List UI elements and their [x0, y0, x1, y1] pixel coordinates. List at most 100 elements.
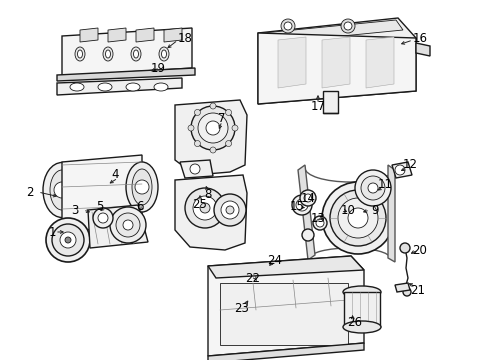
Polygon shape: [88, 205, 148, 248]
Ellipse shape: [50, 170, 74, 210]
Bar: [323, 91, 337, 113]
Polygon shape: [108, 28, 126, 42]
Circle shape: [209, 147, 216, 153]
Ellipse shape: [103, 47, 113, 61]
Text: 4: 4: [111, 168, 119, 181]
Polygon shape: [321, 37, 349, 88]
Polygon shape: [57, 78, 182, 95]
Text: 22: 22: [245, 271, 260, 284]
Circle shape: [198, 113, 227, 143]
Circle shape: [284, 22, 291, 30]
Ellipse shape: [132, 169, 152, 205]
Polygon shape: [391, 162, 411, 178]
Circle shape: [225, 109, 231, 116]
Circle shape: [110, 207, 146, 243]
Circle shape: [281, 19, 294, 33]
Ellipse shape: [342, 321, 380, 333]
Bar: [220, 283, 347, 345]
Polygon shape: [394, 283, 409, 292]
Text: 23: 23: [234, 302, 249, 315]
Circle shape: [302, 229, 313, 241]
Ellipse shape: [77, 50, 82, 58]
Text: 7: 7: [218, 112, 225, 125]
Polygon shape: [387, 165, 394, 262]
Circle shape: [205, 121, 220, 135]
Circle shape: [187, 125, 194, 131]
Circle shape: [60, 232, 76, 248]
Polygon shape: [62, 28, 192, 76]
Text: 26: 26: [347, 316, 362, 329]
Polygon shape: [207, 256, 363, 356]
Ellipse shape: [126, 162, 158, 212]
Text: 6: 6: [136, 201, 143, 213]
Ellipse shape: [105, 50, 110, 58]
Text: 15: 15: [289, 201, 304, 213]
Circle shape: [337, 198, 377, 238]
Circle shape: [193, 196, 217, 220]
Circle shape: [399, 243, 409, 253]
Bar: [343, 292, 379, 327]
Ellipse shape: [98, 83, 112, 91]
Text: 8: 8: [204, 189, 211, 202]
Circle shape: [367, 183, 377, 193]
Polygon shape: [207, 343, 363, 360]
Ellipse shape: [154, 83, 168, 91]
Circle shape: [299, 190, 315, 206]
Ellipse shape: [342, 286, 380, 298]
Polygon shape: [297, 165, 314, 260]
Text: 16: 16: [412, 31, 427, 45]
Polygon shape: [258, 18, 415, 104]
Text: 18: 18: [177, 31, 192, 45]
Text: 12: 12: [402, 158, 417, 171]
Circle shape: [394, 165, 404, 175]
Ellipse shape: [126, 83, 140, 91]
Text: 11: 11: [377, 179, 392, 192]
Circle shape: [52, 224, 84, 256]
Circle shape: [225, 140, 231, 147]
Circle shape: [221, 201, 239, 219]
Text: 10: 10: [340, 203, 355, 216]
Circle shape: [194, 109, 200, 116]
Polygon shape: [261, 20, 402, 44]
Ellipse shape: [75, 47, 85, 61]
Polygon shape: [415, 43, 429, 56]
Circle shape: [291, 195, 311, 215]
Text: 25: 25: [192, 198, 207, 211]
Text: 20: 20: [412, 243, 427, 256]
Circle shape: [54, 182, 70, 198]
Ellipse shape: [133, 50, 138, 58]
Text: 21: 21: [409, 284, 425, 297]
Circle shape: [360, 176, 384, 200]
Polygon shape: [163, 28, 182, 42]
Polygon shape: [207, 256, 363, 278]
Polygon shape: [136, 28, 154, 42]
Circle shape: [304, 194, 311, 202]
Circle shape: [321, 182, 393, 254]
Circle shape: [194, 140, 200, 147]
Circle shape: [200, 203, 209, 213]
Circle shape: [225, 206, 234, 214]
Polygon shape: [258, 33, 415, 104]
Circle shape: [231, 125, 238, 131]
Circle shape: [116, 213, 140, 237]
Ellipse shape: [159, 47, 169, 61]
Circle shape: [191, 106, 235, 150]
Polygon shape: [70, 227, 114, 243]
Polygon shape: [57, 68, 195, 81]
Polygon shape: [365, 37, 393, 88]
Circle shape: [329, 190, 385, 246]
Circle shape: [46, 218, 90, 262]
Polygon shape: [62, 155, 142, 232]
Ellipse shape: [70, 83, 84, 91]
Circle shape: [190, 164, 200, 174]
Circle shape: [135, 180, 149, 194]
Text: 1: 1: [48, 225, 56, 238]
Text: 9: 9: [370, 203, 378, 216]
Circle shape: [214, 194, 245, 226]
Text: 19: 19: [150, 62, 165, 75]
Polygon shape: [278, 37, 305, 88]
Circle shape: [347, 208, 367, 228]
Ellipse shape: [161, 50, 166, 58]
Text: 5: 5: [96, 201, 103, 213]
Text: 3: 3: [71, 203, 79, 216]
